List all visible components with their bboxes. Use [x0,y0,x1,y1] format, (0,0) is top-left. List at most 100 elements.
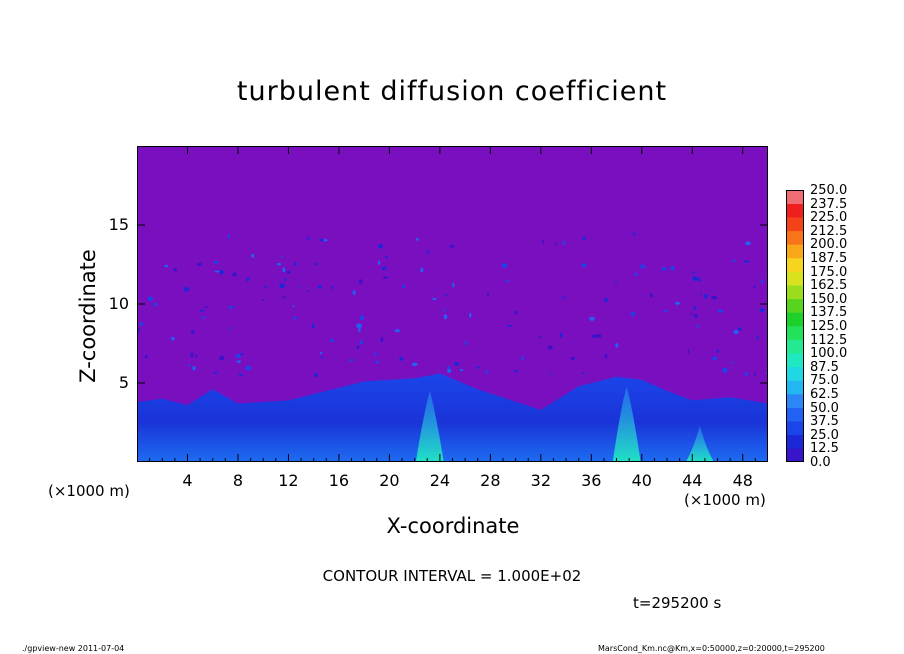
blob [297,286,301,288]
colorbar-segment [786,434,804,449]
blob [190,352,194,358]
blob [314,263,319,265]
blob [144,354,148,359]
blob [380,337,384,343]
blob [279,283,285,289]
x-tick-label: 44 [682,471,703,490]
blob [649,293,653,298]
blob [192,366,196,371]
colorbar-segment [786,244,804,259]
blob [661,267,667,271]
blob [615,343,619,348]
colorbar-segment [786,339,804,354]
x-unit-left: (×1000 m) [48,482,130,500]
blob [465,340,467,346]
blob [426,250,429,254]
blob [282,296,286,299]
x-ticks [149,146,756,462]
colorbar-segment [786,258,804,272]
x-tick-label: 40 [631,471,652,490]
x-axis-label: X-coordinate [386,514,520,538]
colorbar-tick-label: 237.5 [810,196,848,212]
blob [284,277,287,282]
x-tick-label: 8 [232,471,244,490]
colorbar-tick-label: 187.5 [810,251,848,266]
time-label: t=295200 s [633,594,722,612]
blob [330,338,334,343]
blob [399,356,404,361]
colorbar-segment [786,312,804,327]
blob [382,276,388,279]
blob [732,260,736,262]
blob [674,301,681,305]
colorbar-tick-label: 100.0 [810,346,848,362]
blob [139,322,144,326]
plumes [415,386,714,462]
blob [235,354,241,359]
blob [195,354,198,359]
x-tick-label: 48 [732,471,753,490]
blob [562,296,566,299]
blob [716,349,720,353]
x-tick-label: 16 [328,471,350,490]
blob [664,309,668,313]
blob [514,310,518,315]
blob [359,340,363,345]
blob [469,312,472,318]
blob [476,366,480,369]
blob [238,374,244,376]
blob [245,365,252,371]
blob [236,360,241,363]
blob [374,352,378,356]
blob [416,237,419,241]
colorbar-segment [786,421,804,436]
y-ticks [137,224,768,384]
colorbar-tick-label: 250.0 [810,183,848,198]
blob [251,253,254,258]
blob [443,308,446,312]
blob [411,362,418,367]
blob [261,299,265,301]
y-tick-label: 5 [118,373,129,392]
colorbar-segment [786,190,804,204]
blob [318,239,324,241]
blob [459,369,464,372]
blob [282,267,286,273]
x-unit-right: (×1000 m) [684,491,766,509]
blob [632,232,635,236]
heatmap-plot [137,146,768,462]
colorbar-tick-label: 62.5 [810,387,839,402]
blob [696,324,699,328]
x-tick-label: 24 [429,471,451,490]
colorbar-segment [786,407,804,422]
blob [538,336,542,338]
blob [190,329,195,334]
y-tick-label: 15 [108,215,129,234]
blob [196,262,203,266]
blob [317,285,322,289]
blob [542,239,544,244]
blob [547,345,553,350]
blob [293,316,298,320]
chart-title: turbulent diffusion coefficient [236,76,668,107]
blob [453,362,460,366]
blob [603,298,608,302]
blob [743,260,750,263]
boundary-layer [137,373,768,462]
blob [147,296,153,301]
x-tick-label: 12 [278,471,299,490]
blob [292,305,295,308]
blob [394,329,400,333]
blob [604,354,608,359]
y-axis-label: Z-coordinate [76,249,100,383]
blob [188,364,191,367]
blob [562,240,566,246]
blob [690,313,693,315]
blob [447,368,452,373]
plume-2 [612,386,641,462]
footer-right: MarsCond_Km.nc@Km,x=0:50000,z=0:20000,t=… [598,644,825,653]
blob [589,316,595,321]
colorbar-tick-label: 125.0 [810,319,848,334]
blob [173,267,177,272]
blob [753,285,756,288]
